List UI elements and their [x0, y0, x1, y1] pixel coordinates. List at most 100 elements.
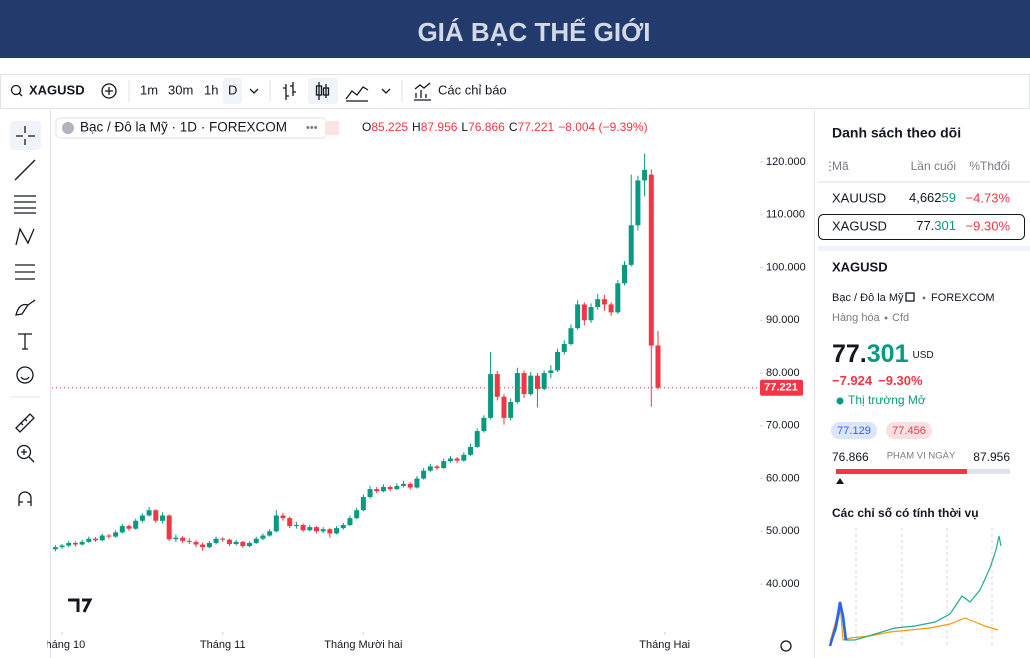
- candle-body: [106, 535, 112, 537]
- indicators-button[interactable]: Các chỉ báo: [438, 82, 507, 97]
- watchlist-change: −4.73%: [966, 190, 1011, 205]
- text-tool[interactable]: [18, 333, 32, 350]
- last-price-box: [760, 379, 803, 396]
- candle-body: [340, 524, 346, 529]
- watchlist-symbol[interactable]: XAGUSD: [832, 218, 887, 233]
- candle-body: [534, 375, 540, 389]
- interval[interactable]: D: [228, 82, 237, 97]
- column-header[interactable]: %Thđổi: [969, 159, 1010, 173]
- pattern-tool[interactable]: [15, 227, 35, 246]
- candle-body: [461, 454, 467, 461]
- details-name[interactable]: Bạc / Đô la Mỹ: [832, 292, 904, 304]
- brush-tool[interactable]: [15, 299, 36, 316]
- candle-body: [240, 541, 246, 547]
- ruler-tool[interactable]: [15, 413, 35, 433]
- candle-body: [193, 541, 199, 545]
- candle-body: [481, 417, 487, 432]
- candle-body: [380, 487, 386, 492]
- symbol[interactable]: XAGUSD: [29, 82, 85, 97]
- candle-body: [320, 529, 326, 532]
- bid-pill: [831, 422, 877, 439]
- watchlist-symbol[interactable]: XAUUSD: [832, 190, 886, 205]
- candle-body: [360, 497, 366, 511]
- ask: 77.456: [892, 425, 926, 437]
- add-symbol[interactable]: [101, 83, 117, 99]
- column-header[interactable]: Lần cuối: [911, 159, 956, 173]
- prediction-tool[interactable]: [15, 264, 35, 280]
- candle-body: [313, 527, 319, 532]
- candle-body: [414, 478, 420, 488]
- fib-tool[interactable]: [14, 195, 36, 214]
- seasonals-line: [828, 601, 848, 647]
- y-tick-label: 70.000: [766, 420, 800, 432]
- style-menu[interactable]: [381, 88, 391, 94]
- tradingview-logo[interactable]: [68, 598, 93, 613]
- details-category: Hàng hóa: [832, 312, 881, 324]
- candle-body: [387, 487, 393, 490]
- settings-icon[interactable]: [780, 640, 792, 652]
- details-change: −7.924 −9.30%: [832, 373, 923, 388]
- candle-body: [588, 307, 594, 321]
- watchlist-menu[interactable]: ⋮: [824, 159, 836, 173]
- area-style[interactable]: [345, 86, 369, 102]
- candle-body: [501, 396, 507, 418]
- candle-body: [186, 540, 192, 542]
- y-tick-label: 100.000: [766, 261, 806, 273]
- candle-body: [300, 524, 306, 531]
- candle-body: [454, 458, 460, 461]
- y-tick-label: 80.000: [766, 367, 800, 379]
- candle-body: [79, 541, 85, 545]
- magnet-tool[interactable]: [18, 491, 32, 506]
- trend-line-tool[interactable]: [14, 159, 36, 181]
- toolbar: [0, 74, 1030, 109]
- interval-active: [223, 78, 242, 104]
- candle-body: [253, 538, 259, 543]
- bar-style[interactable]: [283, 82, 296, 100]
- candle-body: [601, 299, 607, 305]
- legend-market-icon: [62, 122, 74, 134]
- candle-body: [166, 515, 172, 540]
- legend-more[interactable]: •••: [306, 122, 318, 134]
- separator-dot: [884, 316, 888, 320]
- legend-ohlc: O85.225 H87.956 L76.866 C77.221 −8.004 (−9.3…: [362, 120, 648, 134]
- candle-body: [287, 518, 293, 527]
- zoom-tool[interactable]: [16, 444, 32, 460]
- interval-menu[interactable]: [249, 88, 259, 94]
- interval[interactable]: 1h: [204, 82, 218, 97]
- candle-body: [72, 542, 78, 545]
- candle-body: [327, 529, 333, 534]
- candle-body: [226, 539, 232, 544]
- y-tick-label: 110.000: [766, 209, 805, 221]
- candle-body: [52, 547, 58, 550]
- indicators-icon[interactable]: [414, 82, 431, 101]
- emoji-tool[interactable]: [16, 366, 34, 384]
- crosshair-tool[interactable]: [16, 126, 35, 145]
- range-low: 76.866: [832, 450, 869, 464]
- candle-body: [139, 515, 145, 521]
- candle-body: [334, 528, 340, 534]
- column-header[interactable]: Mã: [832, 159, 849, 173]
- candle-body: [548, 370, 554, 374]
- candle-body: [133, 520, 139, 529]
- candle-body: [66, 542, 72, 546]
- candle-body: [200, 544, 206, 548]
- details-price: 77.301 USD: [832, 340, 934, 368]
- candle-style: [318, 82, 327, 100]
- candle-body: [561, 344, 567, 352]
- candle-body: [642, 169, 648, 181]
- interval[interactable]: 1m: [140, 82, 158, 97]
- external-link-icon[interactable]: [905, 292, 915, 302]
- candle-body: [488, 374, 494, 418]
- candle-body: [180, 537, 186, 541]
- candle-body: [421, 470, 427, 479]
- watchlist-last: 4,66259: [909, 190, 956, 205]
- x-tick-label: Tháng Hai: [639, 639, 690, 651]
- search-icon-handle: [18, 92, 23, 97]
- x-tick-label: Tháng 11: [200, 639, 246, 651]
- search-icon[interactable]: [10, 84, 22, 96]
- interval[interactable]: 30m: [168, 82, 193, 97]
- candle-body: [159, 515, 165, 521]
- watchlist-selected-row[interactable]: [818, 214, 1025, 240]
- chart: Bạc / Đô la Mỹ · 1D · FOREXCOM ••• O85.2…: [47, 117, 806, 652]
